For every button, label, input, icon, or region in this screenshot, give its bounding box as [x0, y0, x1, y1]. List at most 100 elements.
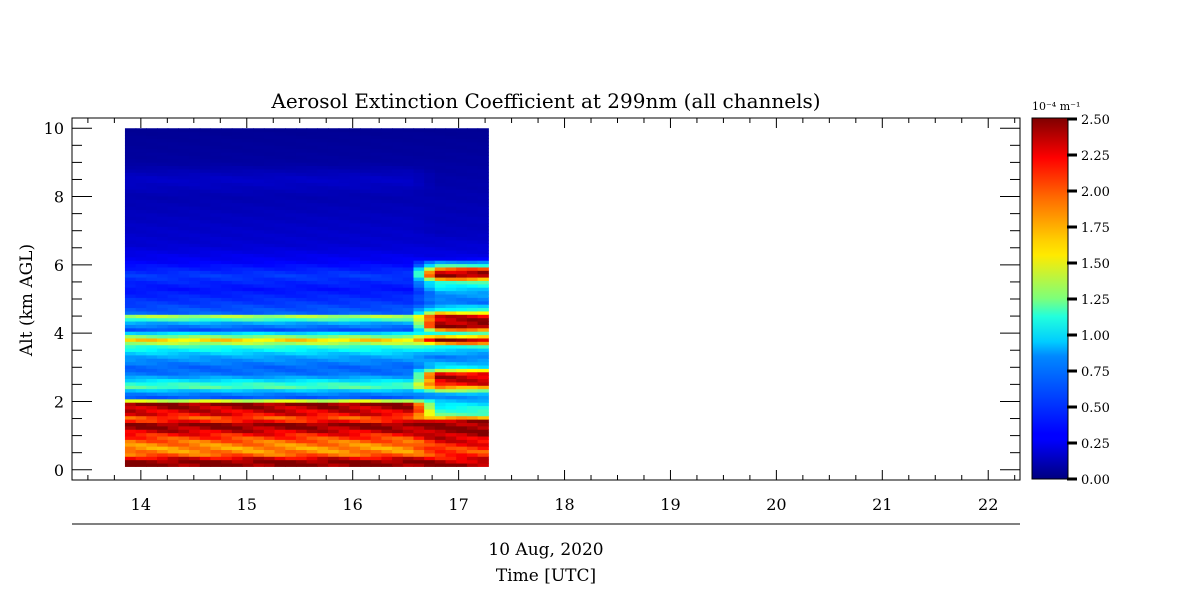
- heatmap-cell: [242, 314, 254, 319]
- heatmap-cell: [167, 202, 179, 207]
- heatmap-cell: [274, 398, 286, 403]
- heatmap-cell: [466, 364, 479, 369]
- heatmap-cell: [306, 310, 318, 315]
- heatmap-cell: [221, 280, 233, 285]
- heatmap-cell: [445, 192, 457, 197]
- heatmap-cell: [124, 304, 137, 309]
- heatmap-cell: [445, 307, 457, 312]
- heatmap-cell: [402, 165, 415, 170]
- heatmap-cell: [263, 334, 276, 339]
- heatmap-cell: [178, 425, 190, 430]
- heatmap-cell: [210, 371, 222, 376]
- heatmap-cell: [338, 246, 350, 251]
- heatmap-cell: [317, 320, 329, 325]
- heatmap-cell: [317, 388, 329, 393]
- heatmap-cell: [338, 189, 350, 194]
- heatmap-cell: [253, 449, 265, 454]
- heatmap-cell: [327, 175, 340, 180]
- heatmap-cell: [327, 236, 340, 241]
- heatmap-cell: [434, 375, 447, 380]
- heatmap-cell: [434, 141, 447, 146]
- heatmap-cell: [434, 158, 447, 163]
- heatmap-cell: [456, 337, 468, 342]
- heatmap-cell: [253, 364, 265, 369]
- heatmap-cell: [135, 459, 147, 464]
- heatmap-cell: [445, 165, 457, 170]
- heatmap-cell: [327, 324, 340, 329]
- heatmap-cell: [210, 419, 222, 423]
- heatmap-cell: [242, 452, 254, 457]
- heatmap-cell: [402, 429, 415, 434]
- heatmap-cell: [274, 368, 286, 373]
- heatmap-cell: [392, 219, 404, 224]
- heatmap-cell: [231, 236, 244, 241]
- heatmap-cell: [370, 158, 383, 163]
- heatmap-cell: [424, 344, 436, 349]
- heatmap-cell: [349, 182, 361, 187]
- heatmap-cell: [477, 439, 489, 444]
- heatmap-cell: [189, 212, 201, 217]
- heatmap-cell: [402, 287, 415, 292]
- heatmap-cell: [253, 202, 265, 207]
- heatmap-cell: [327, 138, 340, 143]
- heatmap-cell: [445, 412, 457, 417]
- heatmap-cell: [445, 175, 457, 180]
- heatmap-cell: [157, 419, 169, 423]
- heatmap-cell: [456, 452, 468, 457]
- heatmap-cell: [360, 287, 372, 292]
- heatmap-cell: [306, 229, 318, 234]
- heatmap-cell: [242, 249, 254, 254]
- heatmap-cell: [424, 189, 436, 194]
- heatmap-cell: [157, 233, 169, 238]
- heatmap-cell: [349, 266, 361, 271]
- heatmap-cell: [306, 331, 318, 336]
- heatmap-cell: [285, 283, 297, 288]
- heatmap-cell: [221, 168, 233, 173]
- heatmap-cell: [381, 165, 393, 170]
- heatmap-cell: [434, 212, 447, 217]
- heatmap-cell: [285, 429, 297, 434]
- heatmap-cell: [349, 391, 361, 396]
- heatmap-cell: [253, 395, 265, 400]
- heatmap-cell: [370, 192, 383, 197]
- heatmap-cell: [199, 155, 212, 160]
- heatmap-cell: [370, 209, 383, 214]
- heatmap-cell: [135, 202, 147, 207]
- heatmap-cell: [274, 361, 286, 366]
- heatmap-cell: [189, 419, 201, 423]
- heatmap-cell: [124, 371, 137, 376]
- heatmap-cell: [242, 334, 254, 339]
- heatmap-cell: [392, 381, 404, 386]
- heatmap-cell: [146, 331, 158, 336]
- heatmap-cell: [338, 429, 350, 434]
- heatmap-cell: [124, 456, 137, 461]
- heatmap-cell: [135, 226, 147, 231]
- heatmap-cell: [189, 165, 201, 170]
- heatmap-cell: [349, 459, 361, 464]
- heatmap-cell: [221, 233, 233, 238]
- heatmap-cell: [424, 192, 436, 197]
- heatmap-cell: [124, 314, 137, 319]
- heatmap-cell: [466, 307, 479, 312]
- heatmap-cell: [424, 226, 436, 231]
- heatmap-cell: [360, 162, 372, 167]
- heatmap-cell: [124, 270, 137, 275]
- heatmap-cell: [189, 172, 201, 177]
- heatmap-cell: [124, 287, 137, 292]
- heatmap-cell: [466, 128, 479, 133]
- heatmap-cell: [242, 293, 254, 298]
- heatmap-cell: [167, 439, 179, 444]
- heatmap-cell: [424, 206, 436, 210]
- heatmap-cell: [477, 216, 489, 221]
- heatmap-cell: [221, 263, 233, 268]
- heatmap-cell: [167, 283, 179, 288]
- heatmap-cell: [263, 151, 276, 156]
- heatmap-cell: [466, 300, 479, 305]
- heatmap-cell: [402, 324, 415, 329]
- heatmap-cell: [253, 266, 265, 271]
- heatmap-cell: [274, 378, 286, 383]
- heatmap-cell: [274, 405, 286, 410]
- heatmap-cell: [306, 165, 318, 170]
- heatmap-cell: [338, 324, 350, 329]
- heatmap-cell: [360, 280, 372, 285]
